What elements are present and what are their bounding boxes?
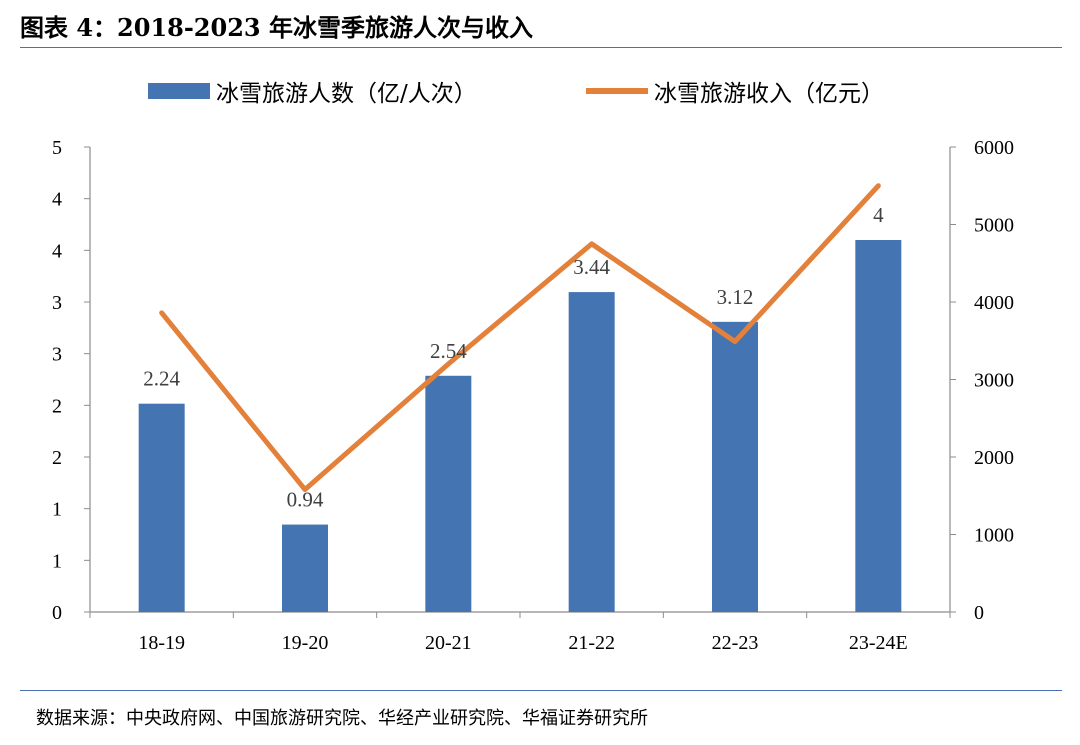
- revenue-point: [304, 489, 306, 491]
- bar: [712, 321, 758, 612]
- bar: [855, 240, 902, 612]
- x-axis-category-label: 19-20: [282, 632, 329, 654]
- right-axis-tick-label: 0: [974, 602, 984, 624]
- right-axis-tick-label: 5000: [974, 215, 1014, 237]
- chart-title: 图表 4：2018-2023 年冰雪季旅游人次与收入: [20, 13, 533, 42]
- revenue-point: [447, 363, 449, 365]
- right-axis-tick-label: 6000: [974, 137, 1014, 159]
- x-axis-category-label: 18-19: [138, 632, 185, 654]
- revenue-point: [591, 243, 593, 245]
- left-axis-tick-label: 5: [52, 137, 62, 159]
- x-axis-category-label: 20-21: [425, 632, 472, 654]
- legend-item-visitors: 冰雪旅游人数（亿/人次）: [148, 74, 477, 108]
- legend: 冰雪旅游人数（亿/人次） 冰雪旅游收入（亿元）: [0, 74, 1080, 114]
- bar-data-label: 2.54: [430, 339, 467, 363]
- revenue-line: [159, 183, 881, 493]
- bar: [425, 375, 472, 612]
- revenue-point: [877, 185, 879, 187]
- bar-data-label: 4: [873, 203, 884, 227]
- legend-swatch-line: [586, 88, 648, 94]
- right-axis-tick-label: 2000: [974, 447, 1014, 469]
- bar: [568, 292, 615, 612]
- legend-swatch-bar: [148, 83, 210, 99]
- legend-label-visitors: 冰雪旅游人数（亿/人次）: [216, 81, 477, 107]
- right-axis-tick-label: 1000: [974, 525, 1014, 547]
- legend-label-revenue: 冰雪旅游收入（亿元）: [654, 81, 884, 107]
- x-axis-category-label: 21-22: [568, 632, 615, 654]
- revenue-point: [734, 341, 736, 343]
- x-axis-category-label: 23-24E: [849, 632, 908, 654]
- chart-plot: 0 1 1 2 2 3 3 4 4 5 0 1000 2000 3000 4000 5000 6000 2.24 0…: [52, 137, 1014, 654]
- bottom-rule: [20, 690, 1062, 691]
- left-axis-tick-label: 1: [52, 499, 62, 521]
- bar-data-label: 3.12: [717, 285, 754, 309]
- legend-item-revenue: 冰雪旅游收入（亿元）: [586, 74, 884, 108]
- left-axis-tick-label: 0: [52, 602, 62, 624]
- left-axis-tick-label: 2: [52, 395, 62, 417]
- bar-data-label: 0.94: [287, 488, 324, 512]
- left-axis-tick-label: 3: [52, 344, 62, 366]
- revenue-point: [161, 312, 163, 314]
- x-axis-category-label: 22-23: [712, 632, 759, 654]
- left-axis-tick-label: 2: [52, 447, 62, 469]
- bar-data-label: 2.24: [143, 367, 180, 391]
- left-axis-tick-label: 1: [52, 550, 62, 572]
- left-axis-tick-label: 3: [52, 292, 62, 314]
- source-note: 数据来源：中央政府网、中国旅游研究院、华经产业研究院、华福证券研究所: [36, 708, 648, 729]
- top-rule: [20, 47, 1062, 48]
- bar: [282, 524, 328, 612]
- left-axis-tick-label: 4: [52, 189, 62, 211]
- right-axis-tick-label: 3000: [974, 370, 1014, 392]
- bar: [138, 403, 185, 612]
- bar-data-label: 3.44: [573, 255, 610, 279]
- left-axis-tick-label: 4: [52, 240, 62, 262]
- right-axis-tick-label: 4000: [974, 292, 1014, 314]
